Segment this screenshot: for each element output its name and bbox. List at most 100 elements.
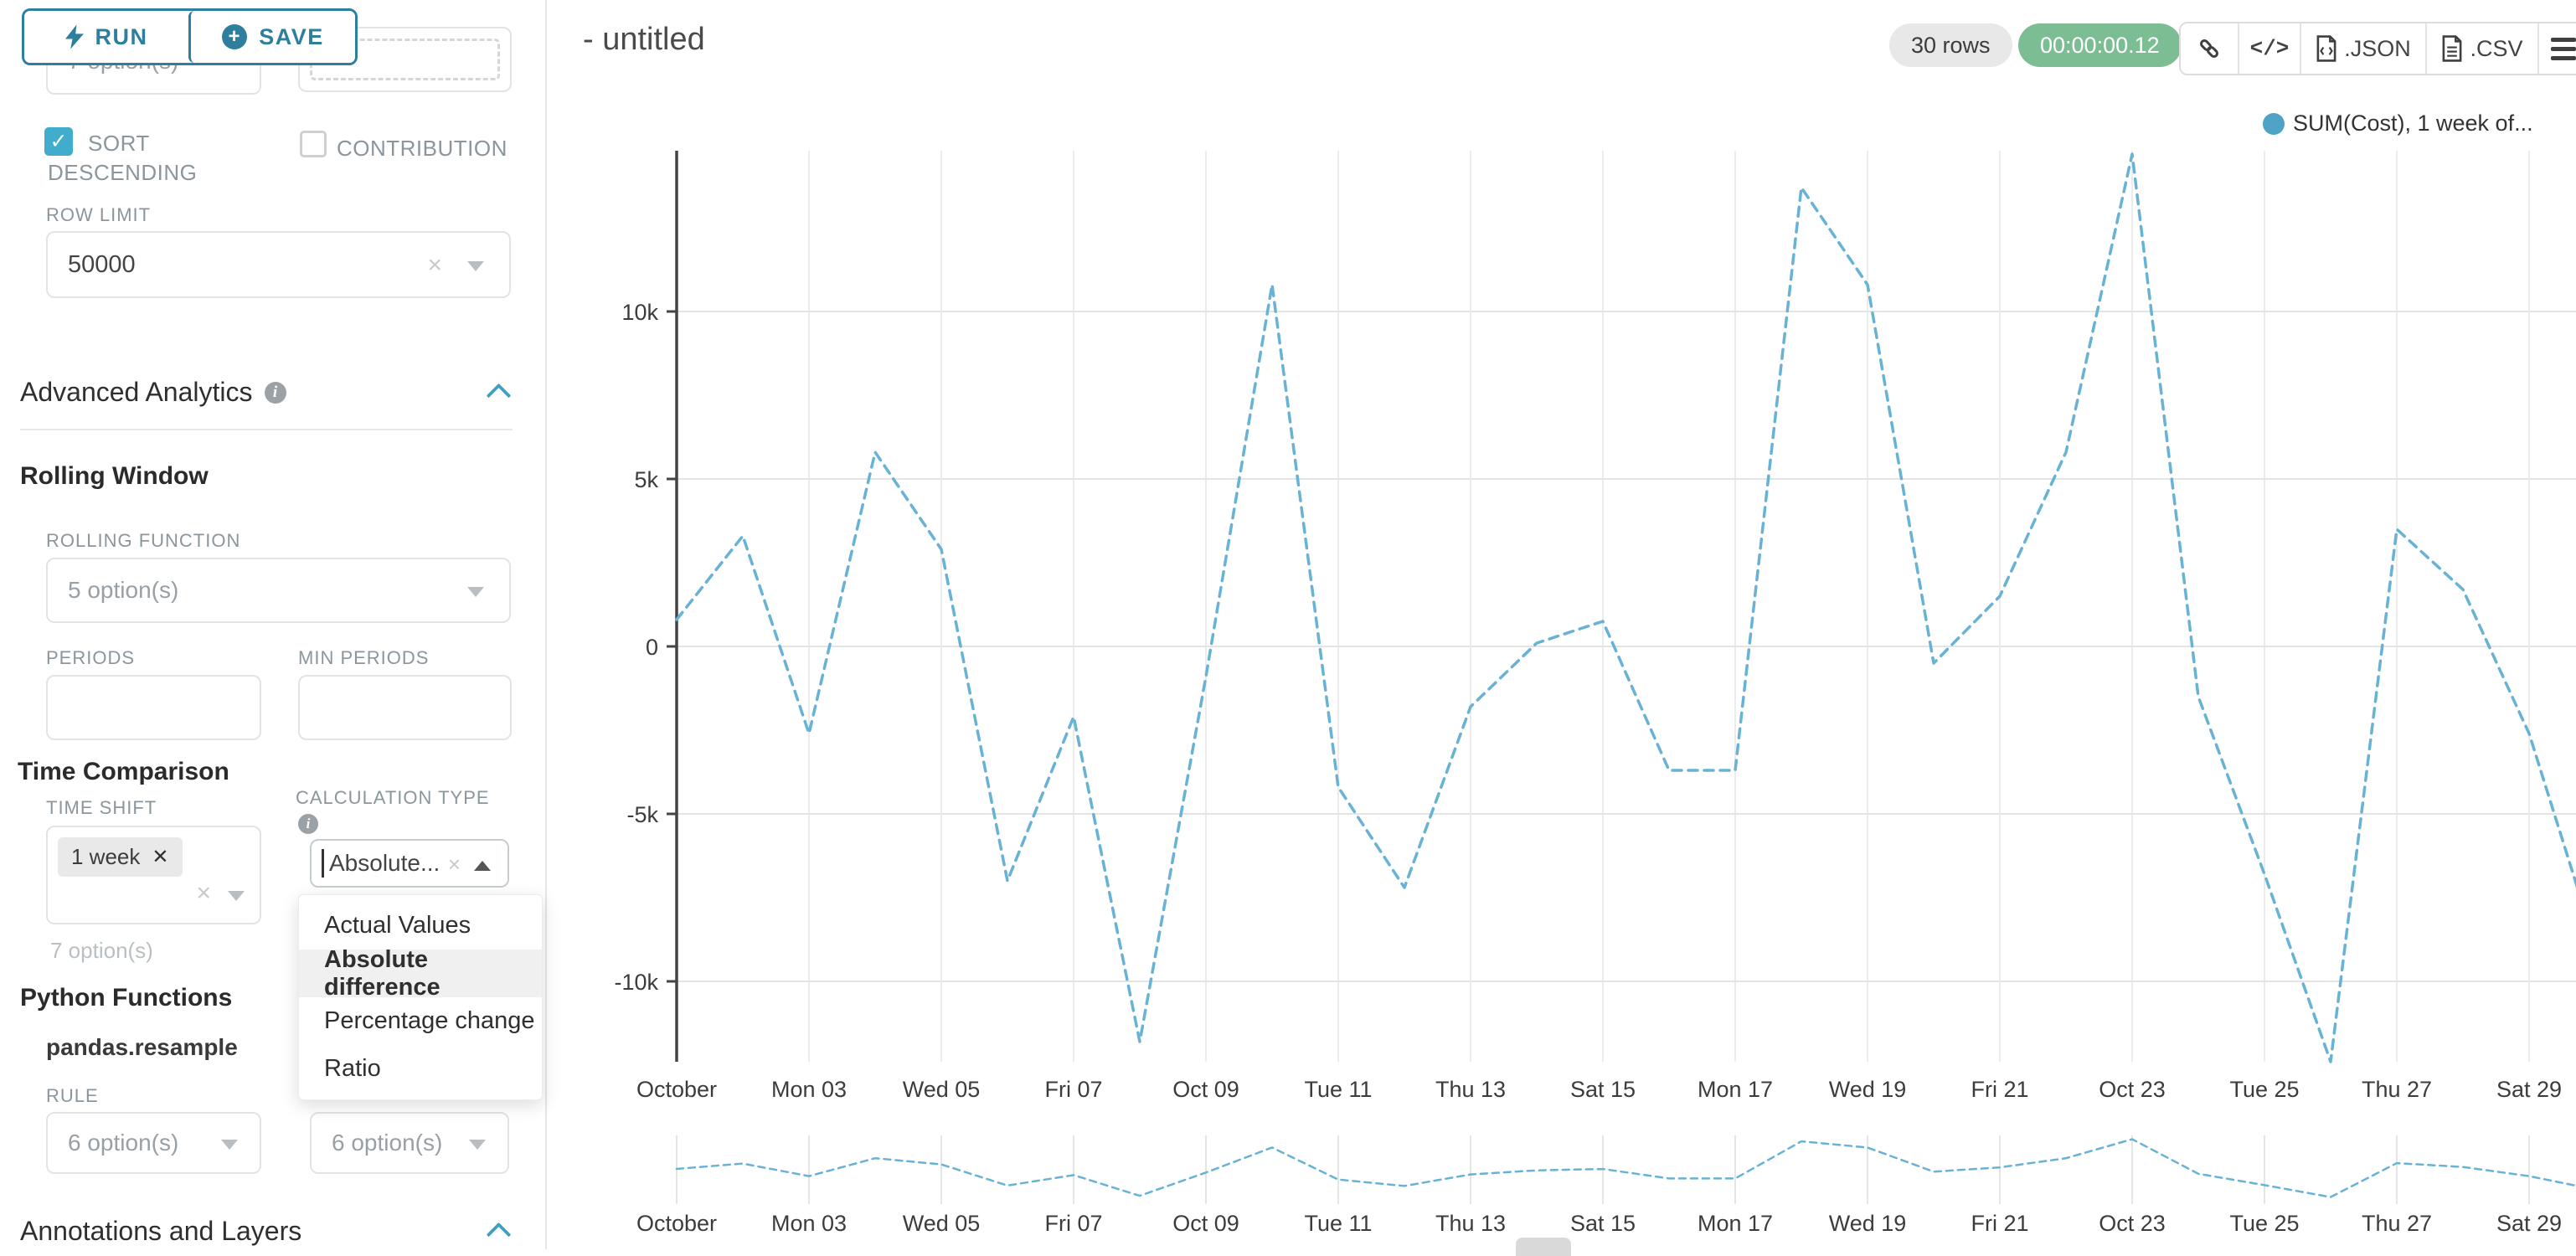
main-chart[interactable]: 10k 5k 0 -5k -10k October Mon 03 Wed 05 Fri 07 Oc… — [611, 142, 2576, 1114]
svg-text:Thu 27: Thu 27 — [2362, 1211, 2432, 1236]
svg-text:Fri 07: Fri 07 — [1044, 1077, 1102, 1102]
svg-text:0: 0 — [646, 635, 658, 660]
rule-select[interactable]: 6 option(s) — [46, 1112, 261, 1174]
svg-text:-10k: -10k — [614, 970, 658, 995]
svg-text:Wed 05: Wed 05 — [903, 1077, 981, 1102]
collapse-chevron-icon[interactable] — [486, 1222, 512, 1248]
section-divider — [20, 429, 513, 430]
menu-icon — [2551, 37, 2576, 60]
row-limit-value: 50000 — [68, 250, 136, 278]
sort-descending-checkbox[interactable]: ✓ — [44, 127, 73, 156]
time-shift-tag-label: 1 week — [71, 844, 141, 869]
svg-text:Fri 21: Fri 21 — [1971, 1211, 2028, 1236]
time-shift-helper: 7 option(s) — [50, 938, 153, 963]
code-icon: </> — [2249, 36, 2290, 61]
legend-dot-icon — [2263, 112, 2285, 135]
mini-preview-chart[interactable]: October Mon 03 Wed 05 Fri 07 Oct 09 Tue 11 Thu… — [611, 1127, 2576, 1249]
svg-text:Sat 29: Sat 29 — [2496, 1077, 2562, 1102]
share-link-button[interactable] — [2181, 23, 2238, 74]
link-icon — [2200, 39, 2218, 58]
rows-badge-label: 30 rows — [1911, 32, 1991, 58]
annotations-title: Annotations and Layers — [20, 1216, 302, 1246]
run-button[interactable]: RUN — [24, 11, 188, 63]
advanced-analytics-title: Advanced Analytics — [20, 377, 253, 407]
time-shift-tag[interactable]: 1 week ✕ — [58, 837, 183, 877]
svg-text:October: October — [636, 1211, 717, 1236]
row-limit-select[interactable]: 50000 × — [46, 231, 511, 298]
plus-circle-icon: + — [222, 24, 248, 49]
periods-input[interactable] — [46, 675, 261, 740]
svg-text:Fri 07: Fri 07 — [1044, 1211, 1102, 1236]
calculation-type-value: Absolute... — [329, 850, 440, 876]
rule-value: 6 option(s) — [68, 1130, 179, 1156]
min-periods-input[interactable] — [298, 675, 512, 740]
time-comparison-title: Time Comparison — [18, 758, 229, 785]
chart-legend[interactable]: SUM(Cost), 1 week of... — [2263, 111, 2533, 136]
svg-text:Fri 21: Fri 21 — [1971, 1077, 2028, 1102]
min-periods-label: MIN PERIODS — [298, 647, 430, 668]
chevron-down-icon[interactable] — [469, 1140, 486, 1150]
svg-text:Mon 17: Mon 17 — [1698, 1077, 1773, 1102]
save-button[interactable]: + SAVE — [188, 11, 355, 63]
svg-text:Thu 27: Thu 27 — [2362, 1077, 2432, 1102]
clear-icon[interactable]: × — [427, 251, 442, 279]
dropdown-option[interactable]: Ratio — [324, 1055, 381, 1082]
dropdown-option[interactable]: Percentage change — [324, 1007, 535, 1034]
remove-tag-icon[interactable]: ✕ — [152, 846, 169, 868]
export-csv-button[interactable]: .CSV — [2425, 23, 2537, 74]
chevron-down-icon[interactable] — [467, 261, 484, 271]
pandas-resample-label: pandas.resample — [46, 1034, 238, 1060]
text-cursor — [322, 849, 324, 878]
svg-text:-5k: -5k — [626, 802, 658, 827]
run-button-label: RUN — [95, 23, 148, 49]
svg-text:Tue 11: Tue 11 — [1304, 1077, 1372, 1102]
clear-icon[interactable]: × — [196, 879, 211, 907]
rolling-function-label: ROLLING FUNCTION — [46, 530, 241, 551]
time-shift-label: TIME SHIFT — [46, 797, 157, 818]
svg-text:Tue 25: Tue 25 — [2229, 1077, 2299, 1102]
svg-text:Wed 05: Wed 05 — [903, 1211, 981, 1236]
chevron-down-icon[interactable] — [228, 891, 245, 901]
collapse-chevron-icon[interactable] — [486, 383, 512, 409]
scroll-handle[interactable] — [1516, 1238, 1571, 1256]
json-button-label: .JSON — [2344, 35, 2411, 61]
svg-text:Tue 11: Tue 11 — [1304, 1211, 1372, 1236]
chevron-down-icon[interactable] — [221, 1140, 238, 1150]
time-shift-select[interactable]: 1 week ✕ × — [46, 826, 261, 924]
svg-text:Oct 09: Oct 09 — [1172, 1077, 1239, 1102]
dropdown-option[interactable]: Actual Values — [324, 912, 471, 939]
chevron-up-icon[interactable] — [474, 861, 491, 871]
info-icon: i — [298, 814, 318, 834]
svg-text:Oct 23: Oct 23 — [2099, 1211, 2166, 1236]
svg-text:Tue 25: Tue 25 — [2229, 1211, 2299, 1236]
save-button-label: SAVE — [259, 23, 324, 49]
csv-button-label: .CSV — [2470, 35, 2523, 61]
export-json-button[interactable]: .JSON — [2300, 23, 2425, 74]
svg-text:October: October — [636, 1077, 717, 1102]
clear-icon[interactable]: × — [447, 852, 461, 877]
rolling-function-select[interactable]: 5 option(s) — [46, 558, 511, 623]
fill-method-select[interactable]: 6 option(s) — [310, 1112, 509, 1174]
file-csv-icon — [2443, 35, 2462, 62]
rolling-window-title: Rolling Window — [20, 462, 209, 490]
python-functions-title: Python Functions — [20, 984, 233, 1011]
svg-text:10k: 10k — [621, 300, 658, 325]
calculation-type-select[interactable]: Absolute... × — [310, 839, 509, 888]
svg-text:Oct 23: Oct 23 — [2099, 1077, 2166, 1102]
contribution-label: CONTRIBUTION — [337, 136, 507, 161]
control-panel: 7 option(s) RUN + SAVE ✓ SORT DESCENDING… — [0, 0, 547, 1249]
legend-label: SUM(Cost), 1 week of... — [2293, 111, 2533, 136]
contribution-checkbox[interactable] — [300, 131, 327, 157]
dropdown-option[interactable]: Absolute difference — [299, 946, 542, 1001]
chart-title: - untitled — [583, 22, 705, 57]
chevron-down-icon[interactable] — [467, 587, 484, 597]
svg-text:Mon 03: Mon 03 — [771, 1211, 847, 1236]
svg-text:Oct 09: Oct 09 — [1172, 1211, 1239, 1236]
rule-label: RULE — [46, 1085, 99, 1106]
svg-text:Thu 13: Thu 13 — [1435, 1211, 1506, 1236]
run-save-button-group: RUN + SAVE — [22, 8, 358, 65]
svg-text:Sat 29: Sat 29 — [2496, 1211, 2562, 1236]
menu-button[interactable] — [2537, 23, 2576, 74]
view-query-button[interactable]: </> — [2238, 23, 2300, 74]
rolling-function-value: 5 option(s) — [68, 577, 179, 603]
